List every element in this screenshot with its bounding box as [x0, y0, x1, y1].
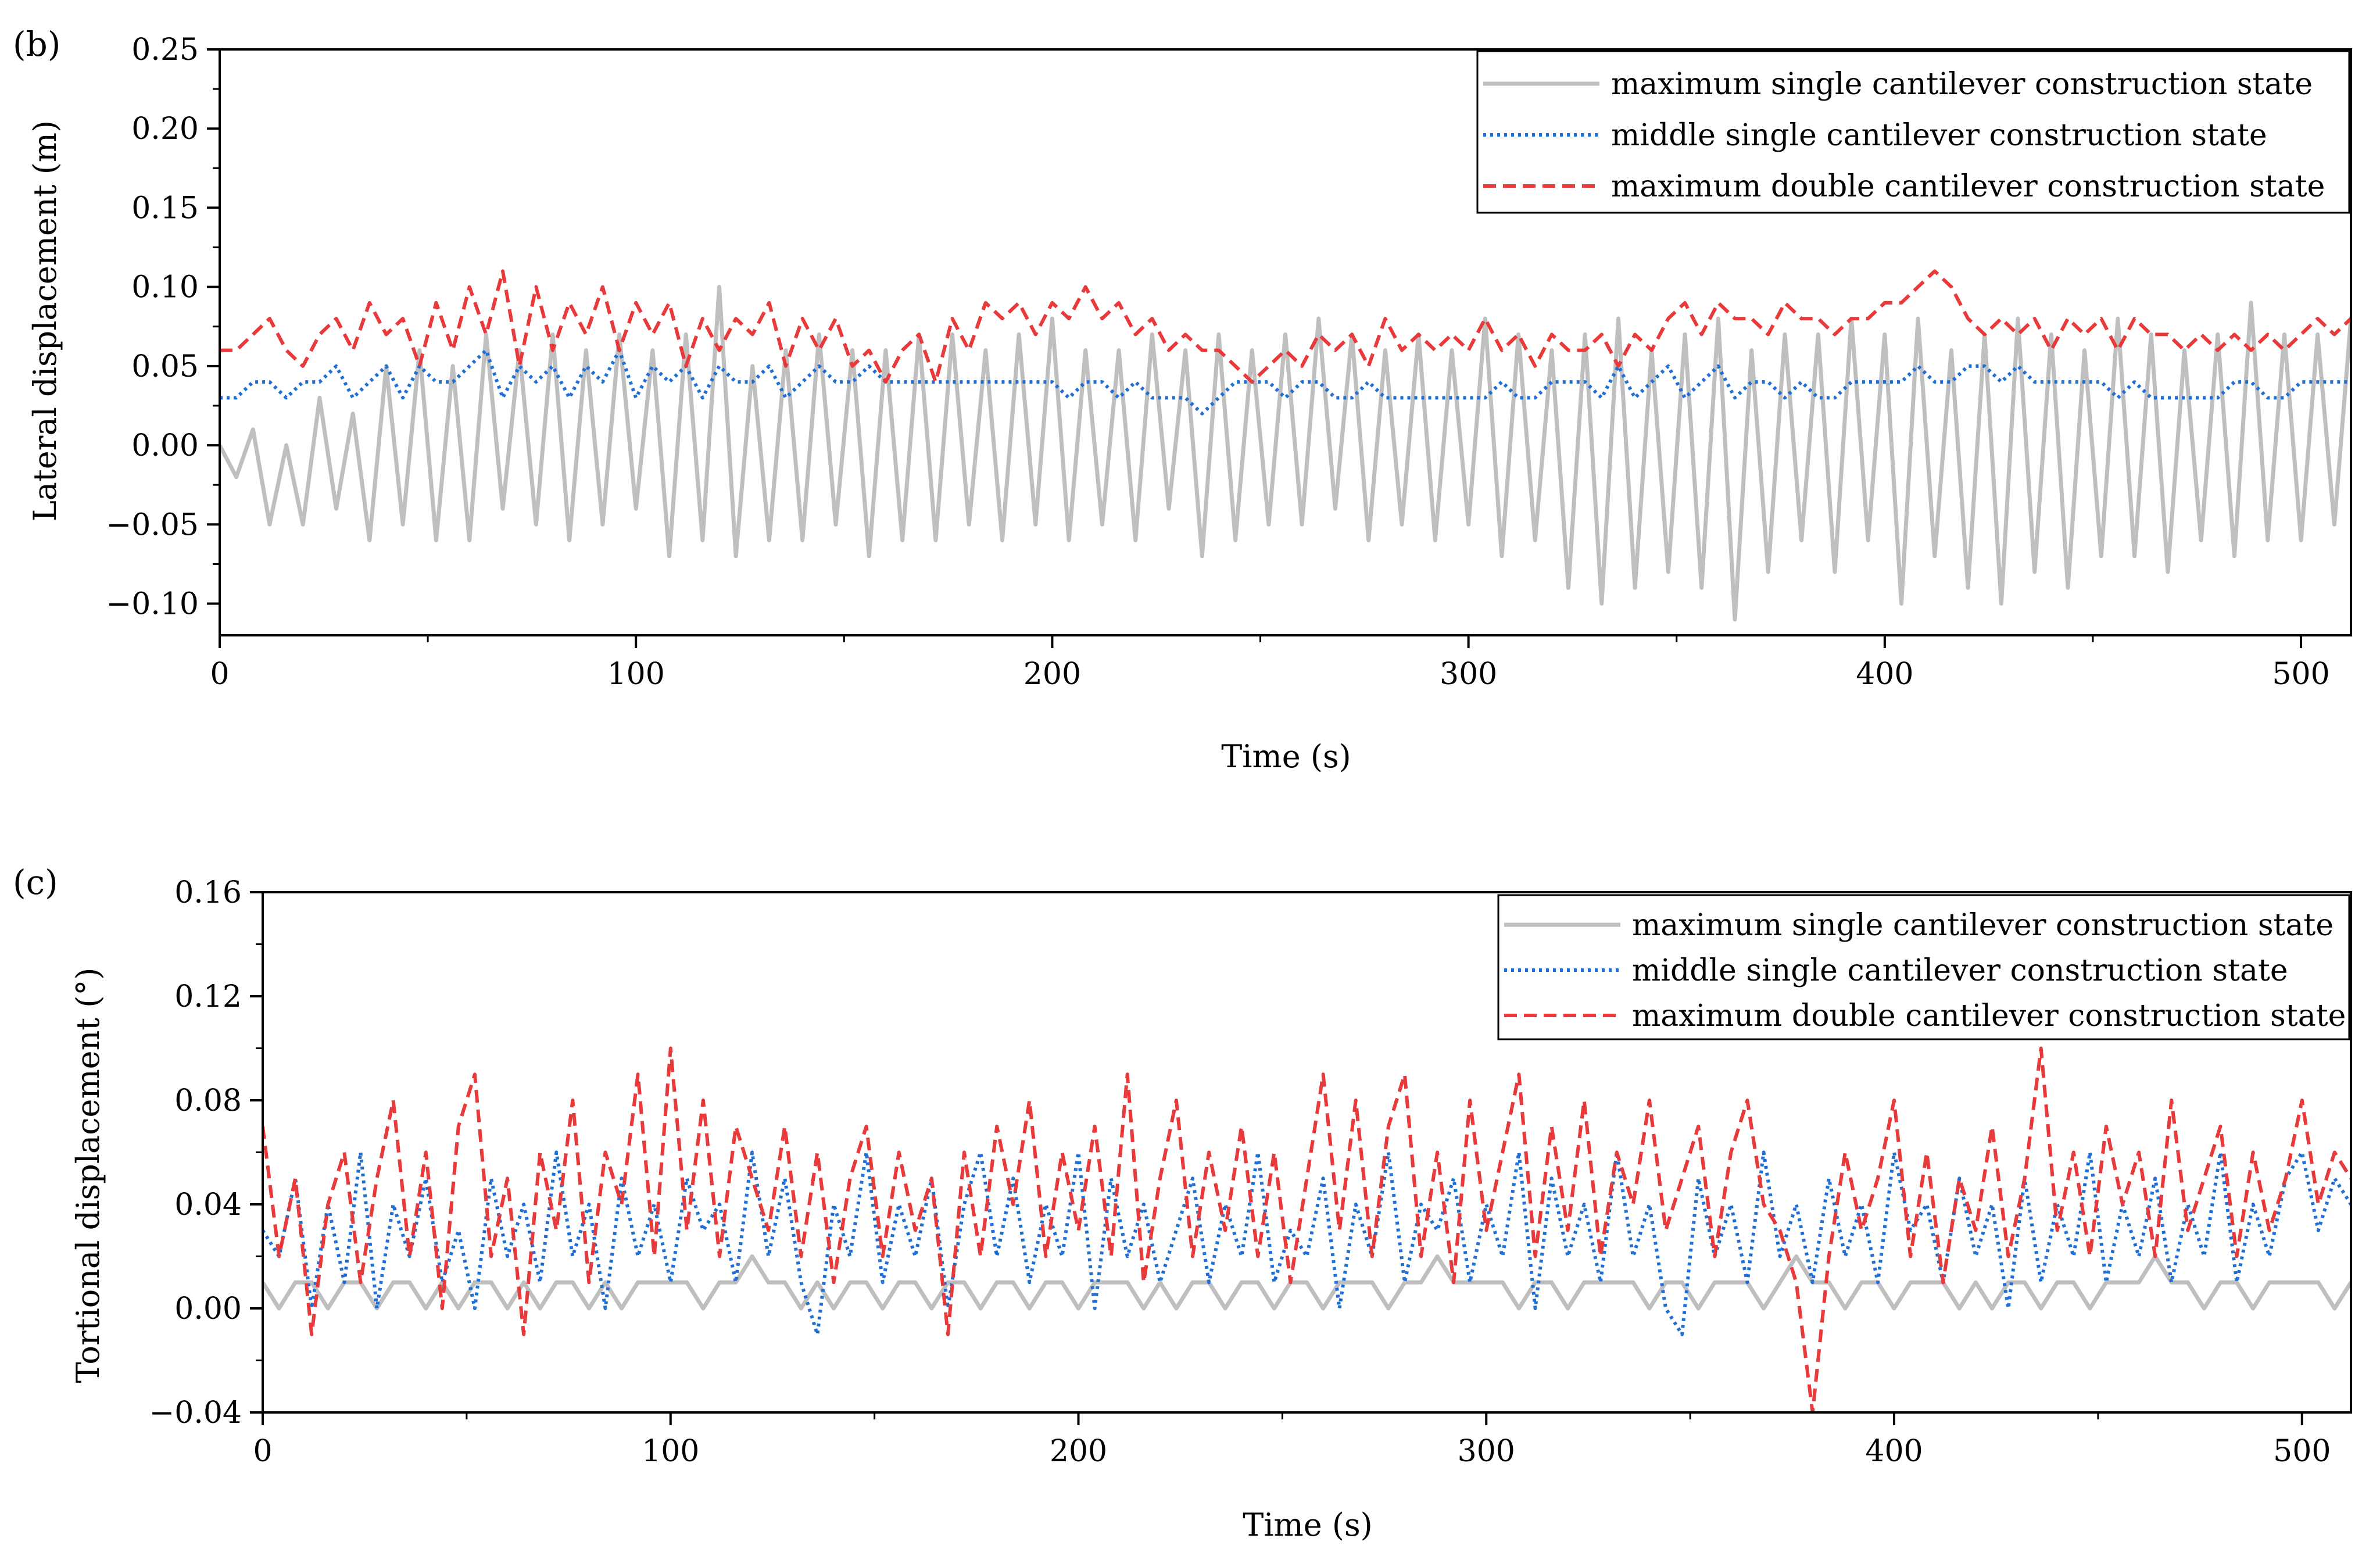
panel-c-x-axis-title: Time (s)	[1243, 1507, 1372, 1543]
panel-c-x-tick-label: 0	[253, 1434, 272, 1469]
panel-c-y-tick-label: 0.08	[174, 1083, 242, 1118]
panel-b-label: (b)	[13, 24, 60, 64]
panel-b-x-tick-label: 0	[210, 657, 229, 692]
panel-b-x-tick-label: 200	[1023, 657, 1081, 692]
panel-b-lateral-displacement-chart: (b) Lateral displacement (m) Time (s) 0 1…	[13, 24, 2352, 775]
panel-b-x-tick-label: 300	[1440, 657, 1497, 692]
panel-c-label: (c)	[13, 863, 58, 902]
panel-c-legend-label-3: maximum double cantilever construction s…	[1632, 999, 2346, 1033]
panel-b-y-tick-label: −0.05	[106, 507, 199, 542]
panel-c-x-tick-label: 200	[1050, 1434, 1107, 1469]
panel-c-axes: 0 100 200 300 400 500 −0.04 0.00 0.04 0.08 0.12 0.1…	[149, 875, 2352, 1469]
panel-c-x-tick-label: 100	[642, 1434, 699, 1469]
panel-b-series-line-2	[220, 348, 2351, 416]
panel-c-series-line-1	[263, 1254, 2351, 1311]
panel-b-plot-frame	[219, 48, 2352, 636]
panel-b-y-tick-label: 0.05	[131, 349, 199, 384]
panel-c-series-line-3	[263, 1046, 2351, 1412]
panel-b-x-tick-label: 100	[607, 657, 665, 692]
panel-b-legend-label-2: middle single cantilever construction st…	[1611, 118, 2267, 153]
panel-b-series-line-1	[220, 285, 2351, 622]
panel-b-x-tick-label: 400	[1856, 657, 1913, 692]
panel-c-y-tick-label: 0.00	[174, 1292, 242, 1326]
panel-c-series-group	[263, 1046, 2351, 1412]
panel-b-y-tick-label: 0.20	[131, 112, 199, 146]
panel-b-legend: maximum single cantilever construction s…	[1476, 50, 2350, 214]
panel-c-legend: maximum single cantilever construction s…	[1497, 894, 2350, 1040]
panel-c-y-tick-label: 0.04	[174, 1187, 242, 1222]
panel-b-legend-label-1: maximum single cantilever construction s…	[1611, 67, 2313, 102]
panel-b-y-tick-label: 0.15	[131, 191, 199, 226]
panel-c-y-tick-label: 0.12	[174, 979, 242, 1014]
panel-c-legend-box	[1497, 894, 2350, 1040]
panel-c-x-tick-label: 300	[1458, 1434, 1515, 1469]
panel-b-y-axis-title: Lateral displacement (m)	[27, 120, 63, 521]
panel-c-x-tick-label: 400	[1865, 1434, 1923, 1469]
panel-b-y-tick-label: 0.00	[131, 428, 199, 463]
panel-b-legend-label-3: maximum double cantilever construction s…	[1611, 169, 2325, 204]
panel-c-legend-label-2: middle single cantilever construction st…	[1632, 953, 2288, 988]
panel-c-x-tick-label: 500	[2273, 1434, 2331, 1469]
panel-b-axes: 0 100 200 300 400 500 −0.10 −0.05 0.00 0.05 0.10 0.…	[106, 33, 2352, 692]
panel-b-x-axis-title: Time (s)	[1221, 738, 1351, 775]
panel-b-y-tick-label: 0.25	[131, 33, 199, 67]
panel-b-legend-box	[1476, 50, 2350, 214]
panel-b-series-group	[220, 269, 2351, 622]
panel-c-torsional-displacement-chart: (c) Tortional displacement (°) Time (s) …	[13, 863, 2352, 1543]
panel-c-y-axis-title: Tortional displacement (°)	[70, 968, 106, 1383]
panel-b-series-line-3	[220, 269, 2351, 384]
panel-b-y-tick-label: 0.10	[131, 270, 199, 305]
panel-c-y-tick-label: 0.16	[174, 875, 242, 910]
panel-b-x-tick-label: 500	[2272, 657, 2329, 692]
panel-b-y-tick-label: −0.10	[106, 587, 199, 622]
panel-c-legend-label-1: maximum single cantilever construction s…	[1632, 908, 2334, 943]
panel-c-y-tick-label: −0.04	[149, 1396, 242, 1430]
